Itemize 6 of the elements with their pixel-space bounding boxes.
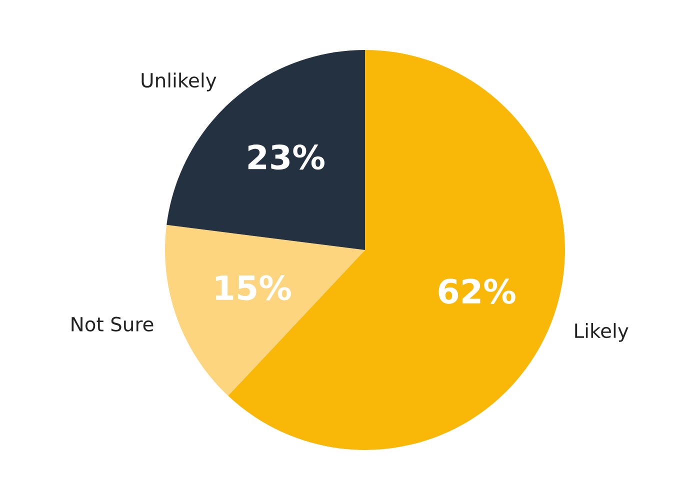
slice-label: Not Sure: [72, 316, 154, 332]
slice-label: Unlikely: [142, 72, 216, 92]
data-label: 15%: [216, 275, 291, 300]
data-label: 62%: [438, 278, 516, 304]
data-label: 23%: [248, 144, 324, 170]
slice-label: Likely: [575, 323, 628, 342]
